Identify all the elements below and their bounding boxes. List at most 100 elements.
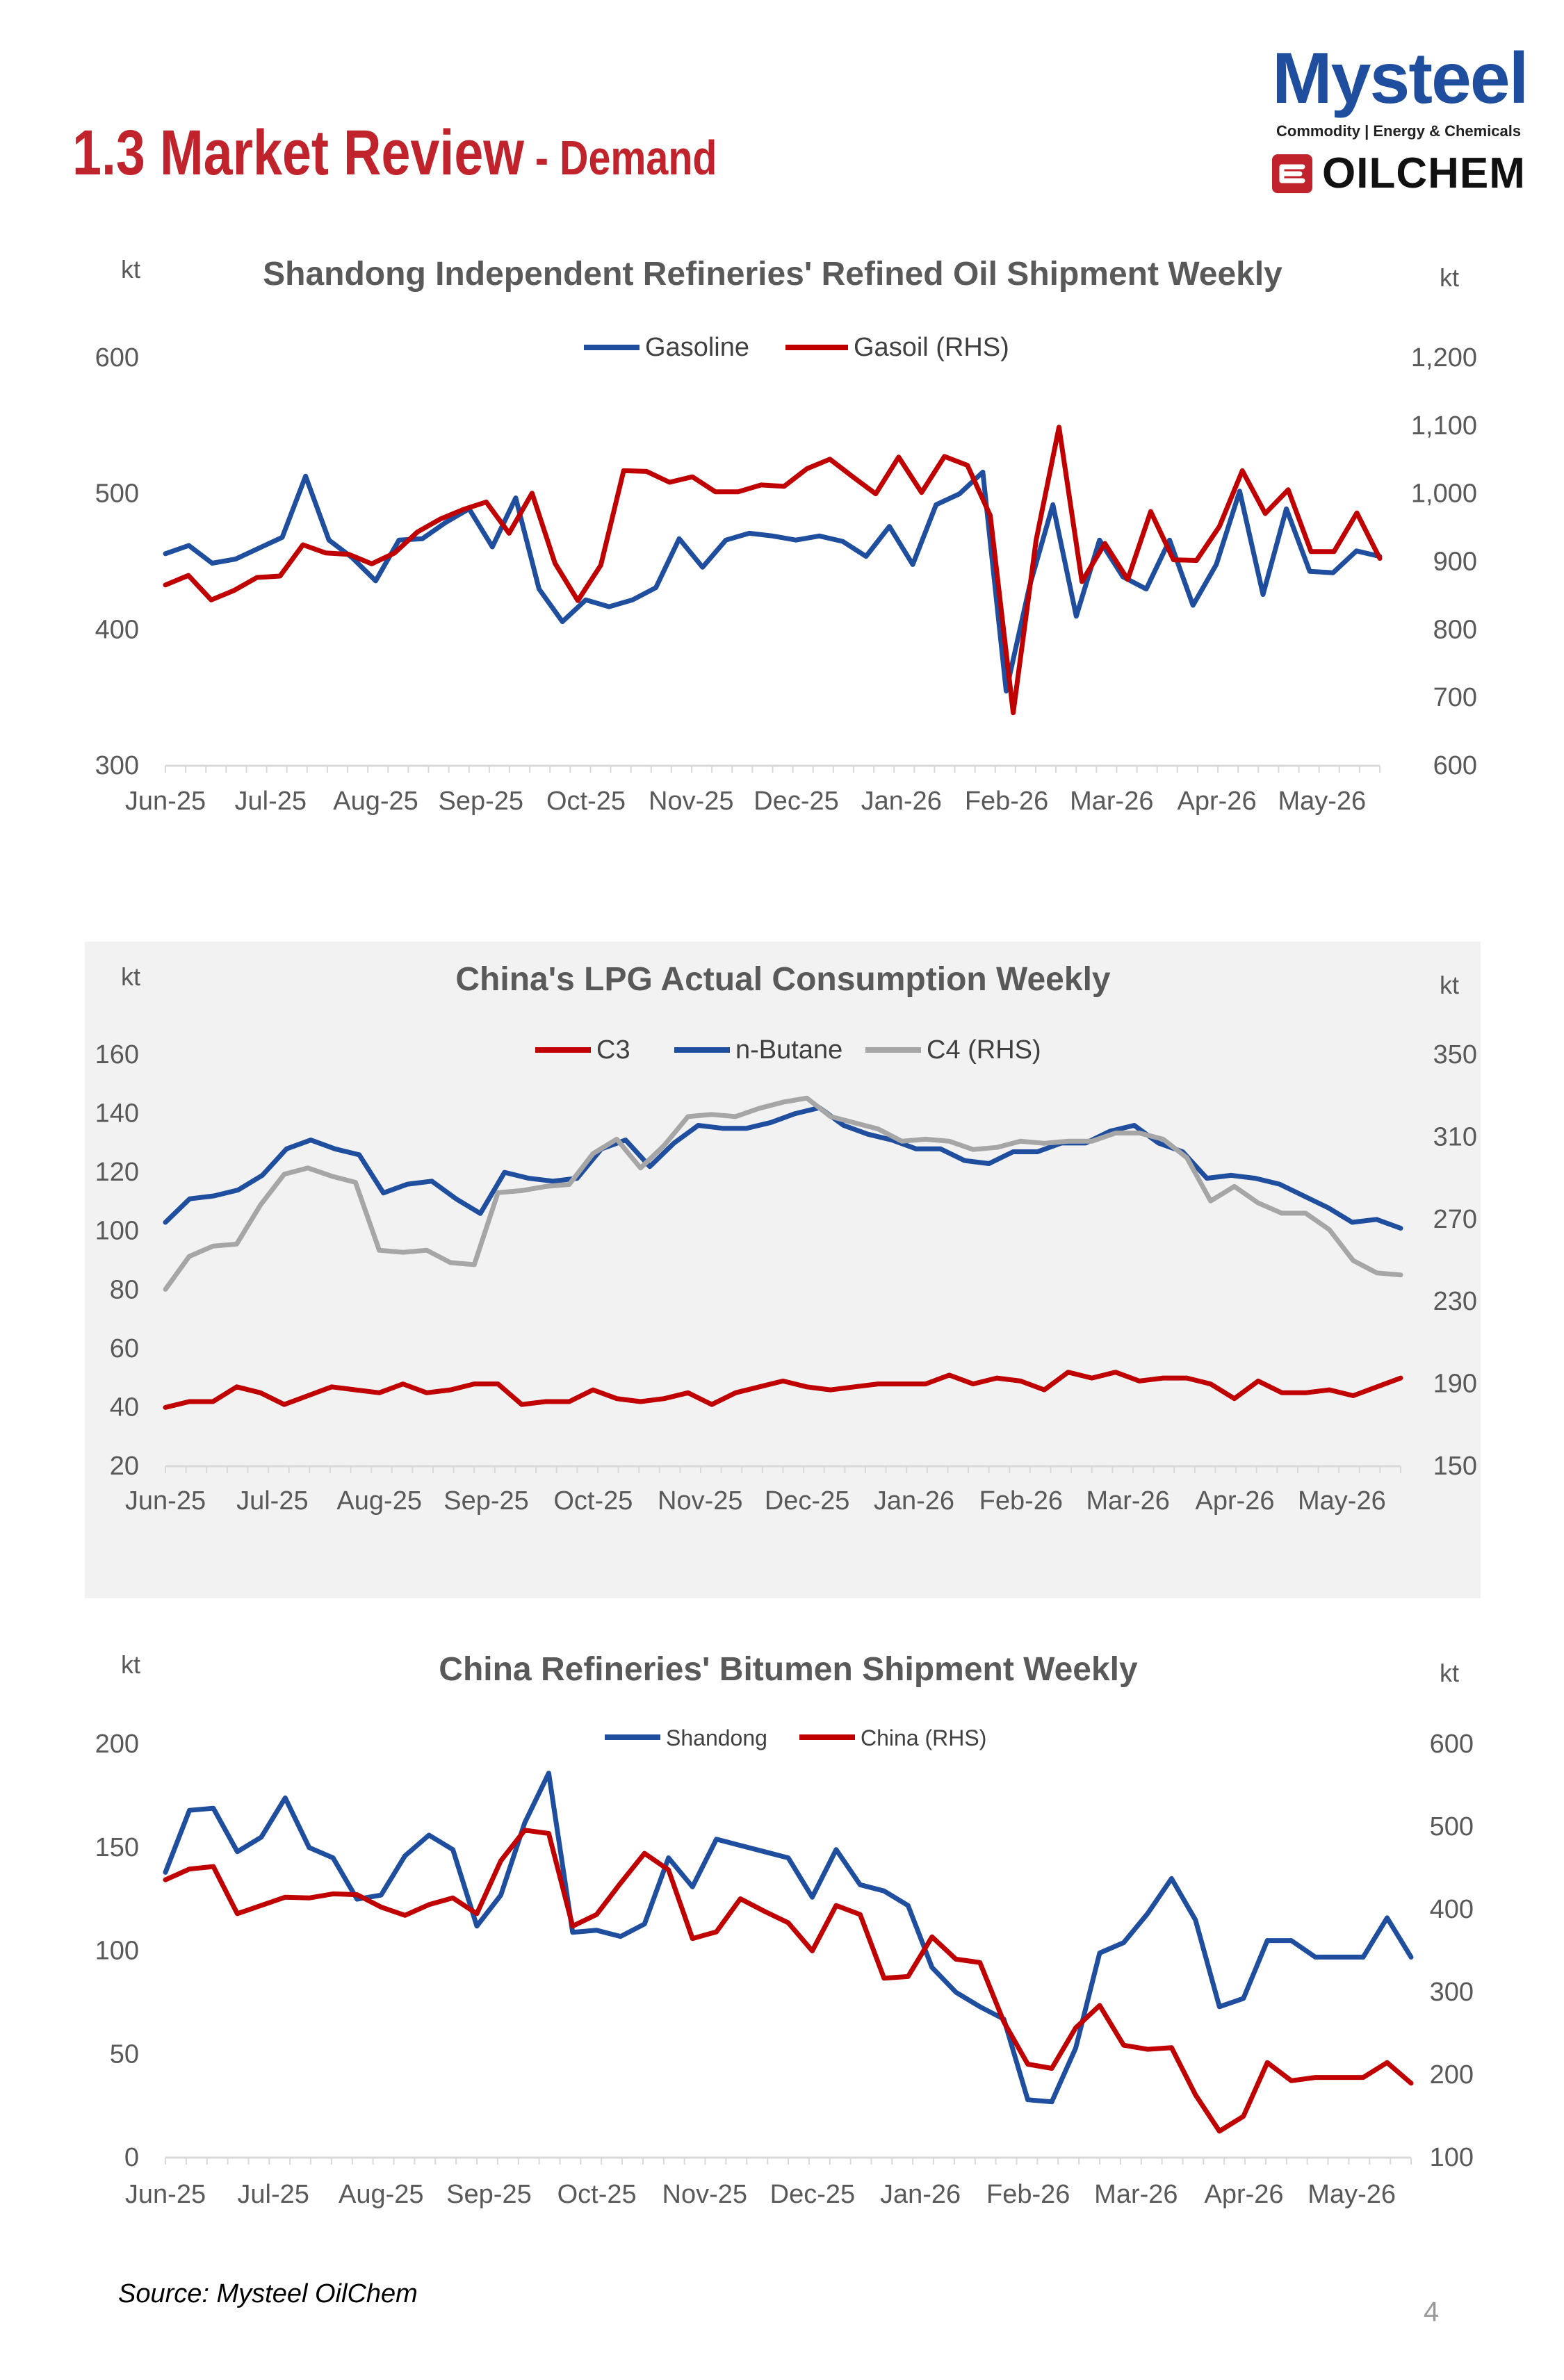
right-tick-label: 190 <box>1433 1370 1477 1399</box>
x-tick-label: Mar-26 <box>1086 1486 1169 1516</box>
x-tick-label: Oct-25 <box>553 1486 633 1516</box>
left-tick-label: 120 <box>95 1158 139 1187</box>
x-tick-label: Sep-25 <box>443 1486 529 1516</box>
x-tick-label: Mar-26 <box>1094 2180 1178 2209</box>
legend-label: C4 (RHS) <box>927 1035 1041 1065</box>
x-tick-label: Aug-25 <box>336 1486 422 1516</box>
series-line <box>163 425 1383 716</box>
x-tick-label: Nov-25 <box>662 2180 748 2209</box>
right-tick-label: 100 <box>1430 2143 1474 2172</box>
x-tick-label: Jun-25 <box>125 787 206 816</box>
left-tick-label: 500 <box>95 479 139 509</box>
right-tick-label: 700 <box>1433 683 1477 712</box>
left-tick-label: 50 <box>110 2040 139 2069</box>
x-tick-label: Jan-26 <box>861 787 942 816</box>
left-axis-unit: kt <box>121 255 140 284</box>
right-tick-label: 900 <box>1433 548 1477 577</box>
mysteel-logo: Mysteel Commodity | Energy & Chemicals O… <box>1272 40 1529 200</box>
right-axis-unit: kt <box>1440 263 1459 292</box>
x-tick-label: Feb-26 <box>965 787 1048 816</box>
x-tick-label: Sep-25 <box>446 2180 532 2209</box>
chart-title: Shandong Independent Refineries' Refined… <box>263 256 1282 293</box>
left-tick-label: 60 <box>110 1334 139 1363</box>
x-tick-label: May-26 <box>1298 1486 1386 1516</box>
x-tick-label: Apr-26 <box>1204 2180 1283 2209</box>
left-tick-label: 200 <box>95 1730 139 1759</box>
oilchem-logo: OILCHEM <box>1272 145 1529 200</box>
oilchem-mark-icon <box>1272 154 1312 193</box>
x-tick-label: Jul-25 <box>236 1486 309 1516</box>
x-tick-label: Feb-26 <box>979 1486 1063 1516</box>
logo-tagline: Commodity | Energy & Chemicals <box>1276 122 1522 140</box>
right-tick-label: 500 <box>1430 1812 1474 1841</box>
page-number: 4 <box>1424 2297 1440 2327</box>
chart-title: China Refineries' Bitumen Shipment Weekl… <box>439 1651 1138 1688</box>
x-tick-label: Dec-25 <box>754 787 839 816</box>
right-tick-label: 150 <box>1433 1452 1477 1481</box>
series-line <box>163 1828 1414 2134</box>
right-tick-label: 800 <box>1433 615 1477 644</box>
chart-group: China's LPG Actual Consumption Weekly kt k… <box>85 942 1481 1598</box>
page-title-sub: - Demand <box>523 131 717 185</box>
right-axis-unit: kt <box>1440 971 1459 999</box>
chart-background <box>85 942 1481 1598</box>
x-tick-label: Jun-25 <box>125 1486 206 1516</box>
x-tick-label: Dec-25 <box>770 2180 856 2209</box>
x-tick-label: Aug-25 <box>339 2180 424 2209</box>
right-tick-label: 230 <box>1433 1287 1477 1316</box>
x-tick-label: Nov-25 <box>649 787 734 816</box>
x-tick-label: Apr-26 <box>1195 1486 1274 1516</box>
right-axis-unit: kt <box>1440 1659 1459 1687</box>
x-tick-label: Jun-25 <box>125 2180 206 2209</box>
x-tick-label: Jan-26 <box>880 2180 961 2209</box>
left-tick-label: 80 <box>110 1275 139 1304</box>
right-tick-label: 270 <box>1433 1205 1477 1234</box>
legend-label: n-Butane <box>735 1035 842 1065</box>
series-line <box>163 1105 1403 1231</box>
series-line <box>163 1370 1403 1410</box>
left-tick-label: 100 <box>95 1217 139 1246</box>
legend-label: C3 <box>596 1035 630 1065</box>
right-tick-label: 1,000 <box>1411 479 1477 509</box>
x-tick-label: Nov-25 <box>658 1486 743 1516</box>
x-tick-label: Mar-26 <box>1070 787 1153 816</box>
x-tick-label: Feb-26 <box>986 2180 1070 2209</box>
x-tick-label: Oct-25 <box>557 2180 637 2209</box>
gasoline-gasoil-chart: Shandong Independent Refineries' Refined… <box>95 255 1477 816</box>
chart-title: China's LPG Actual Consumption Weekly <box>455 961 1111 998</box>
left-axis-unit: kt <box>121 962 140 991</box>
left-tick-label: 160 <box>95 1040 139 1069</box>
x-tick-label: Jul-25 <box>235 787 307 816</box>
chart-group: Shandong Independent Refineries' Refined… <box>95 255 1477 816</box>
left-tick-label: 0 <box>124 2143 139 2172</box>
legend-label: Shandong <box>666 1725 767 1750</box>
logo-name: Mysteel <box>1272 38 1529 119</box>
legend-label: Gasoil (RHS) <box>854 333 1009 362</box>
left-tick-label: 20 <box>110 1452 139 1481</box>
right-tick-label: 350 <box>1433 1040 1477 1069</box>
page-title: 1.3 Market Review - Demand <box>72 117 717 190</box>
left-tick-label: 140 <box>95 1099 139 1129</box>
right-tick-label: 300 <box>1430 1978 1474 2007</box>
page-title-main: 1.3 Market Review <box>72 117 524 188</box>
right-tick-label: 400 <box>1430 1895 1474 1924</box>
x-tick-label: Apr-26 <box>1178 787 1257 816</box>
right-tick-label: 1,100 <box>1411 411 1477 441</box>
legend-label: China (RHS) <box>861 1725 986 1750</box>
x-tick-label: Jul-25 <box>237 2180 309 2209</box>
left-axis-unit: kt <box>121 1650 140 1679</box>
x-tick-label: Sep-25 <box>438 787 523 816</box>
x-tick-label: May-26 <box>1278 787 1366 816</box>
left-tick-label: 600 <box>95 343 139 372</box>
left-tick-label: 150 <box>95 1833 139 1862</box>
logo-sub: OILCHEM <box>1322 149 1526 197</box>
series-line <box>163 1095 1403 1292</box>
x-tick-label: Oct-25 <box>546 787 626 816</box>
bitumen-shipment-chart: China Refineries' Bitumen Shipment Weekl… <box>95 1650 1474 2209</box>
right-tick-label: 600 <box>1433 751 1477 780</box>
source-note: Source: Mysteel OilChem <box>118 2279 418 2308</box>
left-tick-label: 300 <box>95 751 139 780</box>
series-line <box>163 1771 1414 2105</box>
right-tick-label: 600 <box>1430 1730 1474 1759</box>
right-tick-label: 1,200 <box>1411 343 1477 372</box>
